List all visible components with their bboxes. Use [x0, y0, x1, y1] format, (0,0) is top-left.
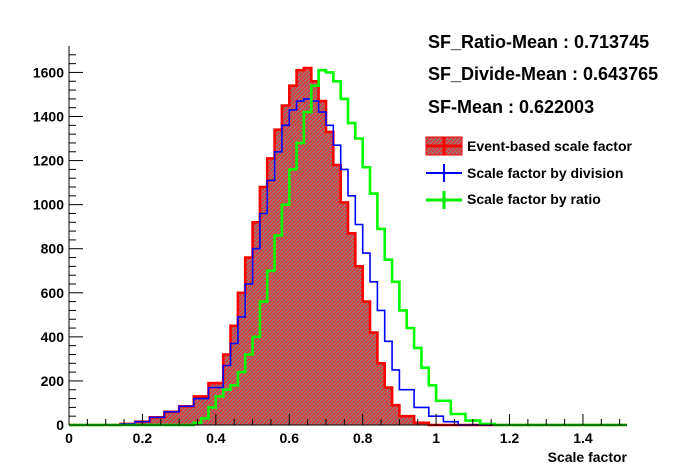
y-tick-label: 800 — [41, 241, 65, 257]
x-tick-label: 0.4 — [206, 430, 226, 446]
legend-marker-division — [426, 164, 462, 182]
legend-label-event-based: Event-based scale factor — [467, 138, 633, 154]
y-tick-label: 600 — [41, 285, 65, 301]
x-tick-label: 0.6 — [280, 430, 300, 446]
stat-ratio-mean: SF_Ratio-Mean : 0.713745 — [428, 32, 649, 52]
legend-marker-event-based — [425, 136, 463, 156]
legend-label-division: Scale factor by division — [467, 165, 623, 181]
legend: Event-based scale factor Scale factor by… — [425, 136, 633, 209]
x-tick-label: 1 — [432, 430, 440, 446]
stat-sf-mean: SF-Mean : 0.622003 — [428, 97, 594, 117]
y-tick-label: 1400 — [33, 109, 64, 125]
y-tick-label: 1200 — [33, 153, 64, 169]
y-tick-label: 1600 — [33, 64, 64, 80]
plot-area — [69, 66, 627, 427]
x-tick-label: 0 — [65, 430, 73, 446]
x-tick-label: 1.2 — [500, 430, 520, 446]
legend-marker-ratio — [426, 191, 462, 209]
x-tick-label: 0.2 — [133, 430, 153, 446]
legend-label-ratio: Scale factor by ratio — [467, 191, 601, 207]
axes: 0 0.2 0.4 0.6 0.8 1 1.2 1.4 0 200 400 600 800 1000 120… — [33, 46, 627, 446]
y-tick-label: 200 — [41, 373, 65, 389]
series-event-based-fill — [69, 68, 627, 425]
x-axis-title: Scale factor — [548, 449, 628, 465]
y-tick-label: 400 — [41, 329, 65, 345]
y-tick-label: 1000 — [33, 197, 64, 213]
series-division-line — [69, 98, 627, 426]
x-tick-label: 0.8 — [353, 430, 373, 446]
y-tick-label: 0 — [56, 417, 64, 433]
x-tick-label: 1.4 — [573, 430, 593, 446]
series-ratio-line — [69, 68, 627, 427]
stat-divide-mean: SF_Divide-Mean : 0.643765 — [428, 64, 658, 84]
